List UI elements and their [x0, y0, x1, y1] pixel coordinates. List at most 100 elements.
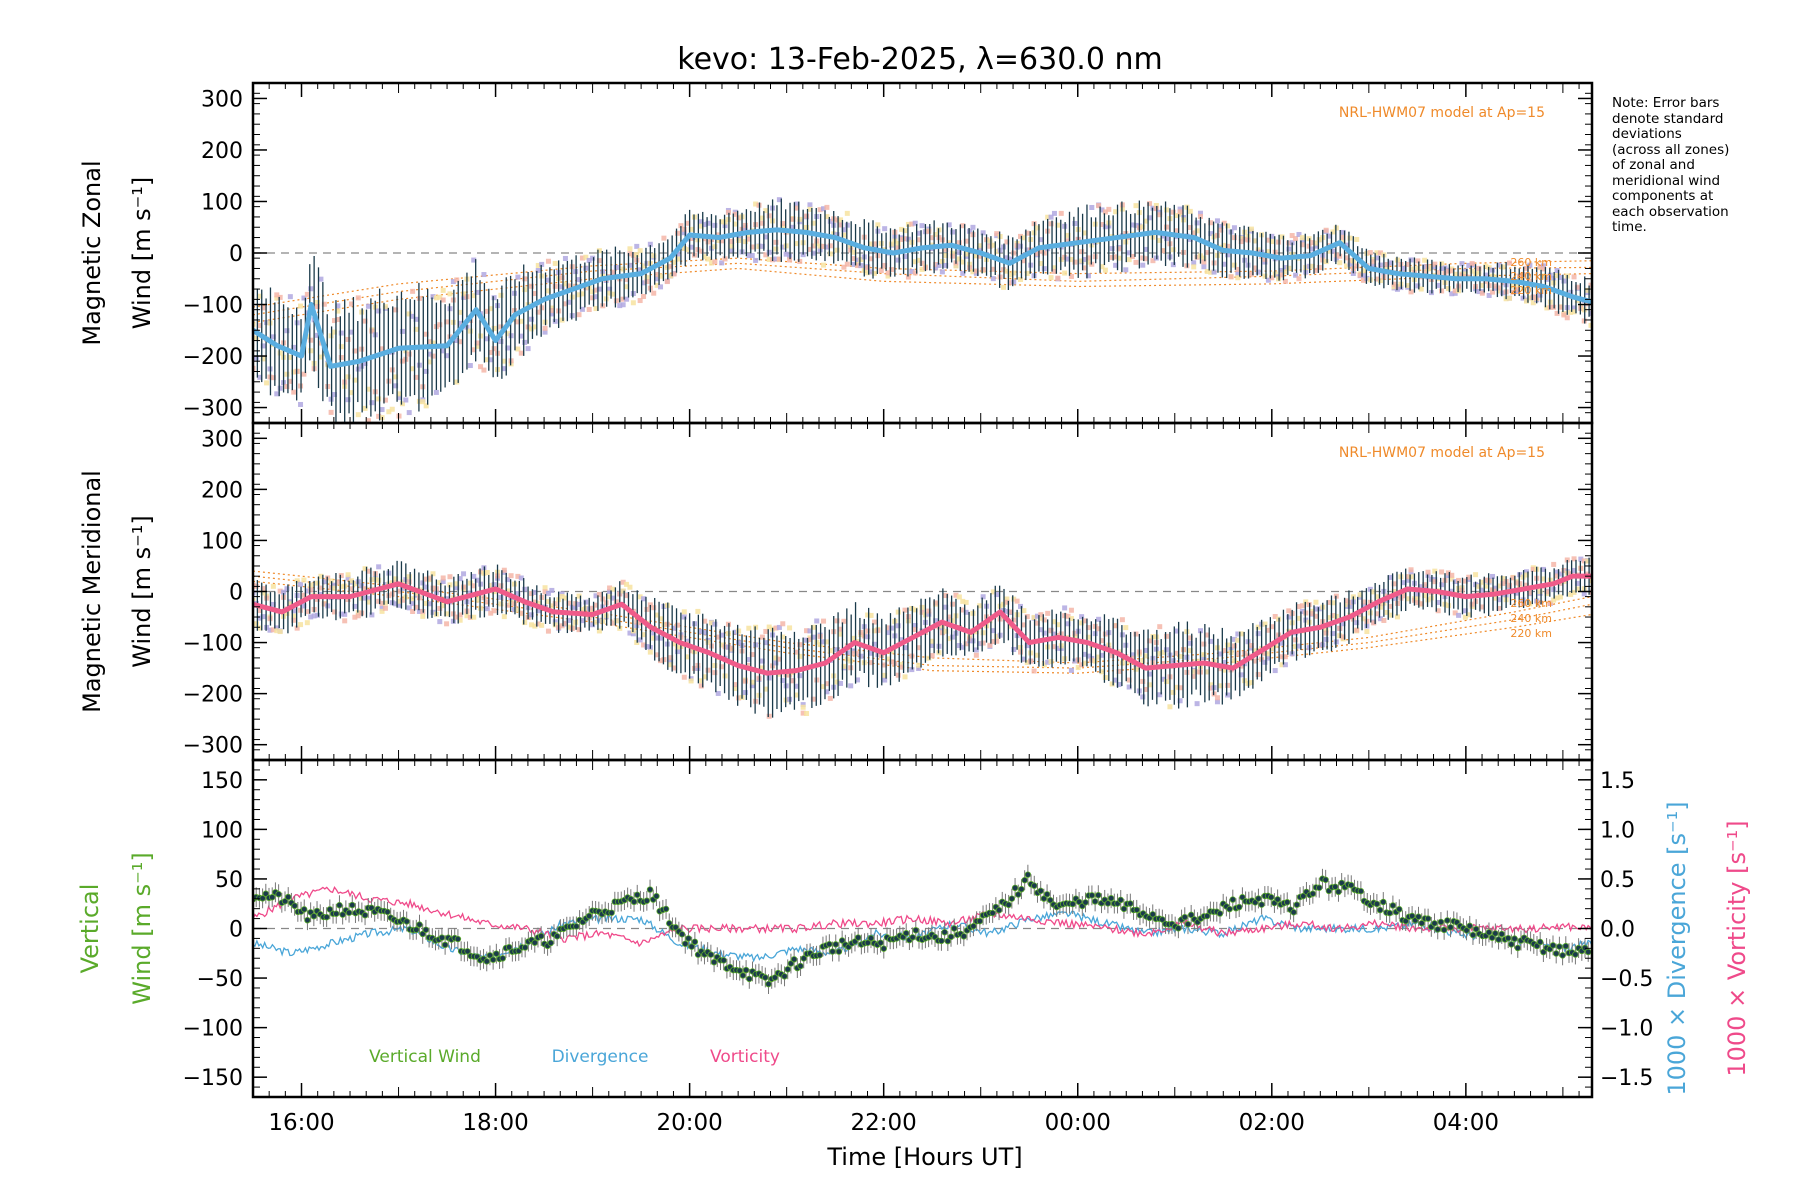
zone-sample	[1452, 288, 1458, 294]
zone-sample	[807, 637, 813, 643]
zone-sample	[1218, 683, 1224, 689]
x-tick-label: 16:00	[268, 1110, 334, 1136]
zone-sample	[559, 591, 565, 597]
zone-sample	[885, 270, 891, 276]
zone-sample	[620, 579, 626, 585]
zone-sample	[780, 678, 786, 684]
zone-sample	[1554, 267, 1560, 273]
zone-sample	[301, 295, 307, 301]
zone-sample	[773, 239, 779, 245]
zone-sample	[1126, 250, 1132, 256]
zone-sample	[1313, 267, 1319, 273]
vertical-wind-point	[1396, 906, 1403, 913]
zone-sample	[647, 241, 653, 247]
zone-sample	[695, 608, 701, 614]
zone-sample	[1147, 215, 1153, 221]
zone-sample	[355, 610, 361, 616]
zone-sample	[301, 371, 307, 377]
zone-sample	[1279, 267, 1285, 273]
zone-sample	[1262, 659, 1268, 665]
zone-sample	[410, 609, 416, 615]
zone-sample	[416, 608, 422, 614]
zone-sample	[1017, 644, 1023, 650]
vertical-wind-point	[1031, 882, 1038, 889]
zone-sample	[715, 634, 721, 640]
zone-sample	[253, 621, 259, 627]
zone-sample	[1405, 261, 1411, 267]
legend-entry: Vertical Wind	[369, 1047, 481, 1067]
zone-sample	[471, 257, 477, 263]
zone-sample	[406, 574, 412, 580]
zone-sample	[318, 354, 324, 360]
zone-sample	[1102, 209, 1108, 215]
zone-sample	[369, 328, 375, 334]
zone-sample	[827, 648, 833, 654]
zone-sample	[274, 292, 280, 298]
zone-sample	[1038, 260, 1044, 266]
zone-sample	[1391, 581, 1397, 587]
zone-sample	[719, 219, 725, 225]
zone-sample	[1208, 269, 1214, 275]
zone-sample	[753, 201, 759, 207]
zone-sample	[1004, 268, 1010, 274]
zone-sample	[389, 406, 395, 412]
zone-sample	[352, 614, 358, 620]
zone-sample	[1310, 263, 1316, 269]
zone-sample	[1140, 224, 1146, 230]
vertical-wind-point	[1437, 918, 1445, 926]
zone-sample	[1109, 246, 1115, 252]
zone-sample	[515, 591, 521, 597]
zone-sample	[651, 290, 657, 296]
zone-sample	[675, 251, 681, 257]
zone-sample	[871, 628, 877, 634]
zone-sample	[1262, 256, 1268, 262]
zone-sample	[1017, 243, 1023, 249]
vertical-wind-point	[912, 927, 920, 934]
zone-sample	[793, 241, 799, 247]
zone-sample	[562, 301, 568, 307]
vertical-wind-point	[829, 948, 836, 955]
zone-sample	[1493, 585, 1499, 591]
model-curve	[253, 580, 1592, 674]
zone-sample	[970, 269, 976, 275]
zone-sample	[807, 246, 813, 252]
zone-sample	[437, 294, 443, 300]
zone-sample	[396, 602, 402, 608]
zone-sample	[382, 605, 388, 611]
vertical-wind-point	[1469, 931, 1477, 939]
zone-sample	[1435, 282, 1441, 288]
zone-sample	[1214, 695, 1220, 701]
zone-sample	[447, 574, 453, 580]
zone-sample	[284, 610, 290, 616]
zone-sample	[1445, 603, 1451, 609]
zone-sample	[1106, 206, 1112, 212]
zone-sample	[596, 618, 602, 624]
zone-sample	[1527, 262, 1533, 268]
vertical-wind-point	[608, 909, 615, 916]
zone-sample	[1004, 255, 1010, 261]
zone-sample	[1109, 653, 1115, 659]
zone-sample	[895, 257, 901, 263]
zone-sample	[382, 304, 388, 310]
zone-sample	[1170, 262, 1176, 268]
zone-sample	[1055, 222, 1061, 228]
zone-sample	[1537, 589, 1543, 595]
zone-sample	[427, 359, 433, 365]
zone-sample	[790, 224, 796, 230]
zone-sample	[732, 221, 738, 227]
zone-sample	[1160, 233, 1166, 239]
zone-sample	[1374, 594, 1380, 600]
zone-sample	[990, 266, 996, 272]
zone-sample	[1456, 577, 1462, 583]
zone-sample	[1371, 589, 1377, 595]
zone-sample	[562, 620, 568, 626]
zone-sample	[1272, 668, 1278, 674]
zone-sample	[399, 585, 405, 591]
zone-sample	[705, 667, 711, 673]
vertical-wind-point	[653, 892, 660, 900]
zone-sample	[1310, 246, 1316, 252]
vertical-wind-point	[1107, 895, 1115, 902]
zone-sample	[1143, 647, 1149, 653]
zone-sample	[1017, 233, 1023, 239]
vertical-wind-point	[854, 934, 862, 941]
